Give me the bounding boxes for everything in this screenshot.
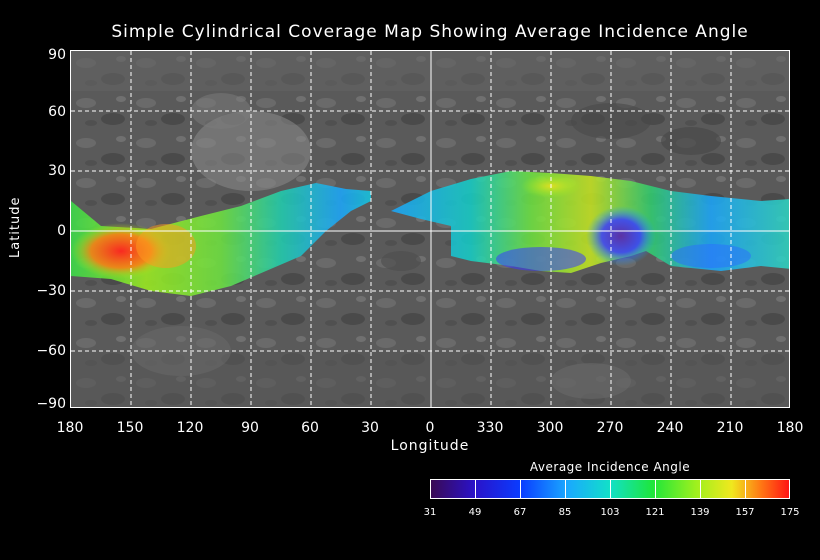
x-tick-label: 240 [656,420,684,436]
prime-axes [71,51,789,407]
y-tick-label: 30 [48,163,66,179]
colorbar-tick [700,479,701,499]
x-tick-label: 90 [241,420,259,436]
y-tick-label: 90 [48,47,66,63]
y-tick-label: −60 [36,343,66,359]
y-tick-label: −90 [36,396,66,412]
colorbar-label: 67 [513,507,527,518]
y-tick-label: 0 [57,223,66,239]
colorbar-tick [475,479,476,499]
colorbar-label: 49 [468,507,482,518]
colorbar-tick [745,479,746,499]
low-incidence-region [586,206,656,266]
x-tick-label: 210 [716,420,744,436]
colorbar-tick [520,479,521,499]
map-title: Simple Cylindrical Coverage Map Showing … [111,22,749,42]
x-tick-label: 0 [425,420,435,436]
x-tick-label: 180 [776,420,804,436]
x-tick-label: 330 [476,420,504,436]
y-tick-label: 60 [48,104,66,120]
colorbar-label: 139 [690,507,710,518]
colorbar-label: 85 [558,507,572,518]
colorbar-tick [565,479,566,499]
colorbar-label: 31 [423,507,437,518]
colorbar-label: 175 [780,507,800,518]
y-tick-label: −30 [36,283,66,299]
x-tick-label: 300 [536,420,564,436]
x-tick-label: 150 [116,420,144,436]
x-tick-label: 270 [596,420,624,436]
colorbar-tick [655,479,656,499]
x-tick-label: 30 [361,420,379,436]
y-axis-label: Latitude [8,196,23,258]
colorbar-label: 157 [735,507,755,518]
x-tick-label: 120 [176,420,204,436]
map-canvas [71,51,789,407]
x-axis-label: Longitude [390,438,470,454]
x-tick-label: 60 [301,420,319,436]
colorbar-title: Average Incidence Angle [529,460,691,474]
coverage-map[interactable] [70,50,790,408]
colorbar-tick [610,479,611,499]
x-tick-label: 180 [56,420,84,436]
colorbar-label: 121 [645,507,665,518]
colorbar-label: 103 [600,507,620,518]
